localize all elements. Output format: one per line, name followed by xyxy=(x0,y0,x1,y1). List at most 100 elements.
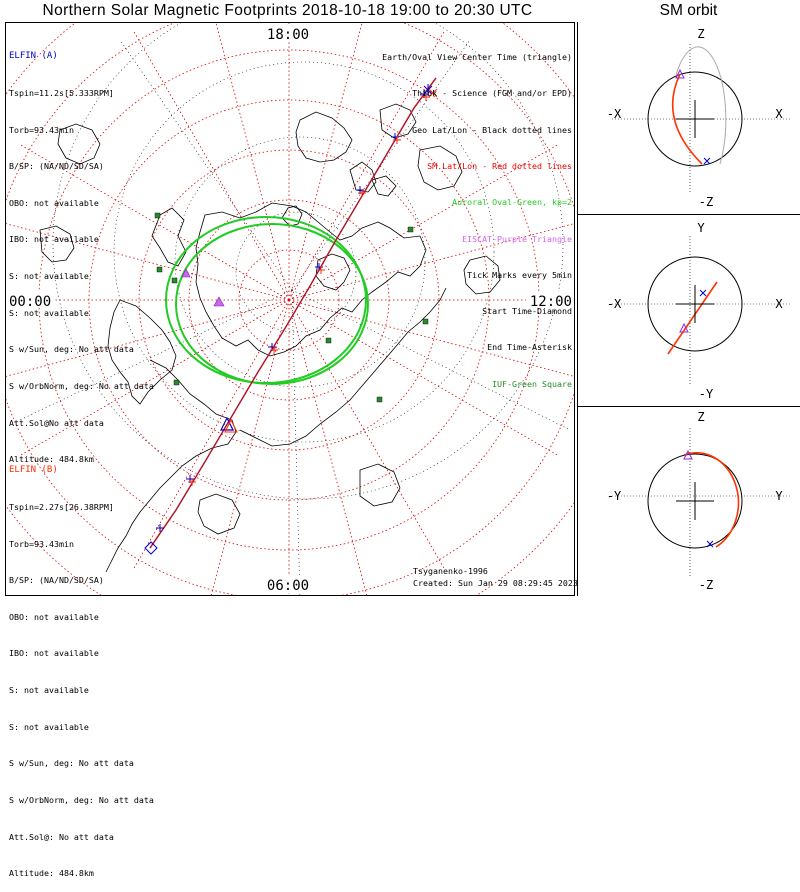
eiscat-triangle xyxy=(213,296,225,307)
orbit-panels-frame xyxy=(577,22,800,596)
elfin-a-name: ELFIN (A) xyxy=(9,51,58,62)
axis-label-bottom: -Z xyxy=(699,578,713,592)
map-legend: Earth/Oval View Center Time (triangle) T… xyxy=(382,27,572,402)
polar-map xyxy=(6,23,574,595)
axis-label-bottom: -Y xyxy=(699,387,714,401)
eiscat-triangle xyxy=(675,68,685,79)
info-line: Att.Sol@No att data xyxy=(9,417,104,428)
mlt-label-bottom: 06:00 xyxy=(267,578,309,594)
legend-item: Geo Lat/Lon - Black dotted lines xyxy=(412,124,572,135)
axis-label-right: X xyxy=(775,297,783,311)
iuf-station-marker xyxy=(171,277,178,284)
earth-circle xyxy=(647,71,743,167)
axis-label-left: -X xyxy=(607,107,622,121)
end-asterisk xyxy=(428,88,438,98)
plot-canvas: 18:00 00:00 12:00 06:00 xyxy=(6,23,790,595)
earth-circle xyxy=(647,256,743,352)
iuf-station-marker xyxy=(422,318,429,325)
elfin-b-info: ELFIN (B) Tspin=2.27s[26.38RPM] Torb=93.… xyxy=(9,440,154,892)
tick-mark xyxy=(358,189,366,197)
info-line: Altitude: 484.8km xyxy=(9,454,94,465)
info-line: Tspin=2.27s[26.38RPM] xyxy=(9,502,114,513)
info-line: B/SP: (NA/ND/SD/SA) xyxy=(9,575,104,586)
axis-label-top: Z xyxy=(697,410,704,424)
axis-label-right: X xyxy=(775,107,783,121)
info-line: Tspin=11.2s[5.333RPM] xyxy=(9,88,114,99)
axis-label-top: Z xyxy=(697,27,704,41)
coastlines xyxy=(39,103,501,573)
info-line: OBO: not available xyxy=(9,611,99,622)
model-label: Tsyganenko-1996 xyxy=(413,566,488,576)
tick-mark xyxy=(188,478,196,486)
plot-title: Northern Solar Magnetic Footprints 2018-… xyxy=(42,2,533,19)
info-line: B/SP: (NA/ND/SD/SA) xyxy=(9,161,104,172)
orbit-panel-divider xyxy=(577,214,800,215)
info-line: S w/OrbNorm, deg: No att data xyxy=(9,380,154,391)
legend-item: Tick Marks every 5min xyxy=(467,269,572,280)
created-timestamp: Created: Sun Jan 29 08:29:45 2023 xyxy=(413,578,578,588)
eiscat-triangle xyxy=(679,322,689,333)
info-line: S w/Sun, deg: No att data xyxy=(9,758,134,769)
sm-orbit-panels: Z -Z -X X Y -Y -X X Z -Z -Y Y xyxy=(607,27,790,592)
axis-label-left: -X xyxy=(607,297,622,311)
tick-mark xyxy=(270,346,278,354)
tick-mark xyxy=(156,524,164,532)
legend-item: IUF-Green Square xyxy=(492,378,572,389)
earth-circle xyxy=(647,453,743,549)
auroral-oval xyxy=(165,216,369,385)
orbit-panel-yz xyxy=(612,428,790,578)
info-line: S w/Sun, deg: No att data xyxy=(9,344,134,355)
legend-item: Auroral Oval-Green, kp=2 xyxy=(452,197,572,208)
info-line: IBO: not available xyxy=(9,648,99,659)
view-center-triangle xyxy=(220,416,234,431)
info-line: Torb=93.43min xyxy=(9,124,74,135)
iuf-station-marker xyxy=(156,266,163,273)
elfin-footprint-track xyxy=(144,77,438,555)
iuf-station-marker xyxy=(407,226,414,233)
info-line: Att.Sol@: No att data xyxy=(9,831,114,842)
orbit-track xyxy=(675,46,727,165)
iuf-stations xyxy=(154,212,429,403)
legend-item: Earth/Oval View Center Time (triangle) xyxy=(382,52,572,63)
end-asterisk xyxy=(423,84,433,96)
axis-label-left: -Y xyxy=(607,489,622,503)
end-asterisk xyxy=(706,540,714,548)
view-center-triangle xyxy=(224,418,238,433)
info-line: S: not available xyxy=(9,685,89,696)
iuf-station-marker xyxy=(154,212,161,219)
info-line: IBO: not available xyxy=(9,234,99,245)
mlt-label-top: 18:00 xyxy=(267,27,309,43)
iuf-station-marker xyxy=(376,396,383,403)
footprint-map-frame xyxy=(5,22,575,596)
orbit-panel-divider xyxy=(577,406,800,407)
info-line: S w/OrbNorm, deg: No att data xyxy=(9,794,154,805)
info-line: OBO: not available xyxy=(9,197,99,208)
elfin-a-track-line xyxy=(149,77,437,549)
legend-item: Start Time-Diamond xyxy=(482,306,572,317)
geo-grid xyxy=(19,23,571,595)
eiscat-triangle xyxy=(181,268,191,278)
iuf-station-marker xyxy=(325,337,332,344)
tick-mark xyxy=(422,93,430,101)
info-line: S: not available xyxy=(9,721,89,732)
legend-item: SM Lat/Lon - Red dotted lines xyxy=(427,161,572,172)
start-diamond xyxy=(144,541,158,555)
legend-item: Thick - Science (FGM and/or EPD) xyxy=(412,88,572,99)
mlt-label-right: 12:00 xyxy=(530,294,572,310)
legend-item: End Time-Asterisk xyxy=(487,342,572,353)
end-asterisk xyxy=(703,157,711,165)
elfin-b-name: ELFIN (B) xyxy=(9,465,58,476)
orbit-panel-xy xyxy=(612,236,790,385)
elfin-a-info: ELFIN (A) Tspin=11.2s[5.333RPM] Torb=93.… xyxy=(9,26,154,478)
end-asterisk xyxy=(699,289,707,297)
orbit-track xyxy=(683,452,740,548)
info-line: S: not available xyxy=(9,307,89,318)
info-line: Altitude: 484.8km xyxy=(9,868,94,879)
axis-label-right: Y xyxy=(775,489,783,503)
orbit-panel-title: SM orbit xyxy=(659,2,718,19)
eiscat-sites xyxy=(181,268,225,307)
mlt-label-left: 00:00 xyxy=(9,294,51,310)
eiscat-triangle xyxy=(683,449,693,460)
iuf-station-marker xyxy=(173,379,180,386)
legend-item: EISCAT-Purple Triangle xyxy=(462,233,572,244)
